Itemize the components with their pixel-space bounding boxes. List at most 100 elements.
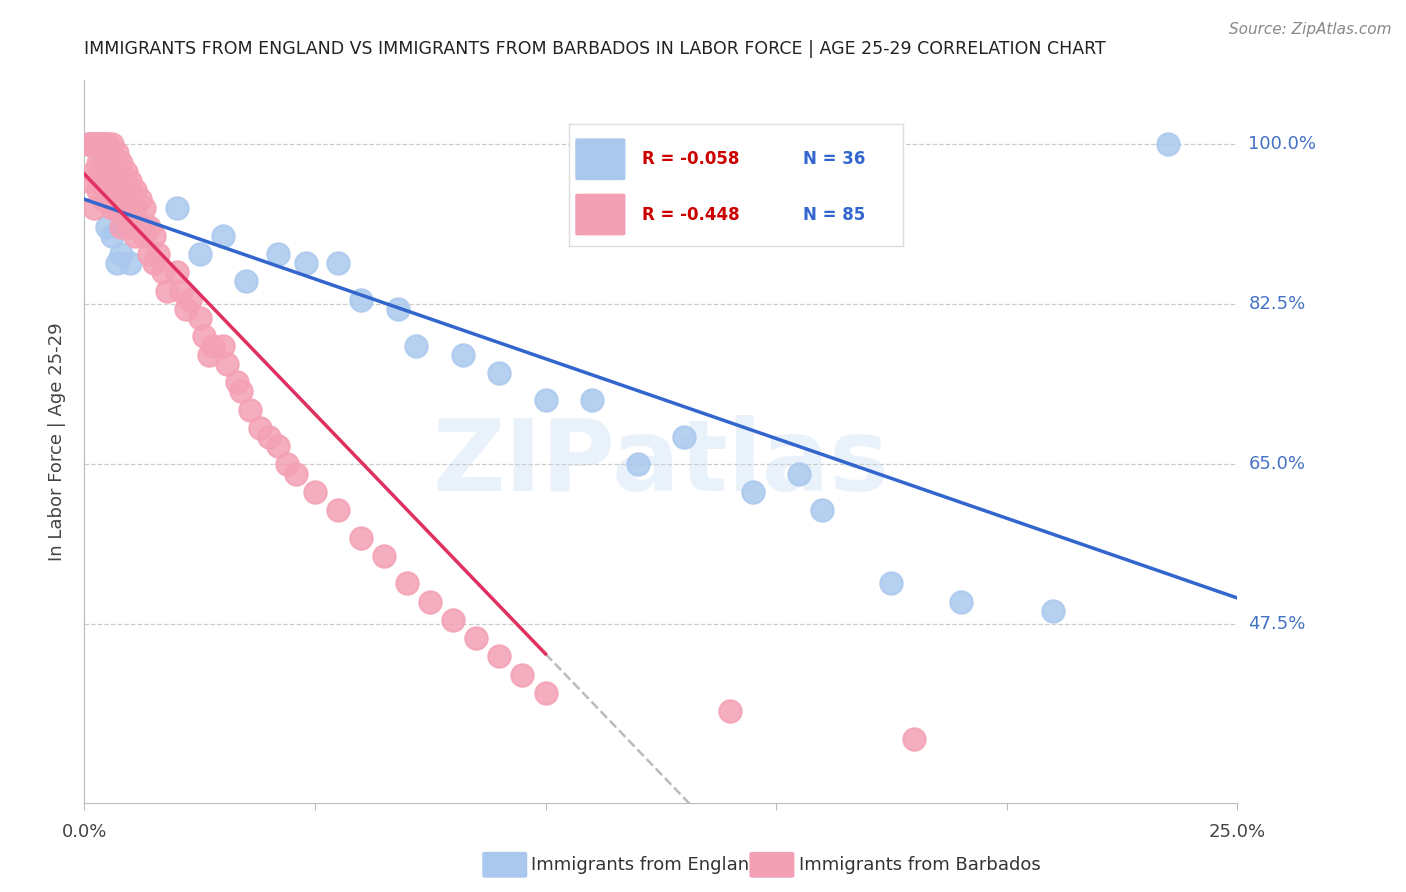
Point <box>96 137 118 152</box>
Point <box>202 338 225 352</box>
Point <box>225 375 247 389</box>
Point <box>101 228 124 243</box>
Y-axis label: In Labor Force | Age 25-29: In Labor Force | Age 25-29 <box>48 322 66 561</box>
Point <box>787 467 810 481</box>
Point <box>146 247 169 261</box>
Point <box>267 439 290 453</box>
Point <box>257 430 280 444</box>
Point <box>91 155 114 169</box>
Point <box>441 613 464 627</box>
Point <box>405 338 427 352</box>
Point <box>96 155 118 169</box>
Point <box>156 284 179 298</box>
Point <box>124 202 146 216</box>
Point <box>134 219 156 234</box>
Point <box>120 256 142 270</box>
Point <box>235 275 257 289</box>
Text: 47.5%: 47.5% <box>1249 615 1306 633</box>
Point <box>115 183 138 197</box>
Point <box>373 549 395 563</box>
Point <box>105 202 128 216</box>
Point <box>83 137 105 152</box>
Point <box>110 202 132 216</box>
Point <box>110 219 132 234</box>
Point <box>87 137 110 152</box>
Text: 65.0%: 65.0% <box>1249 456 1305 474</box>
Point <box>174 301 197 316</box>
Text: 82.5%: 82.5% <box>1249 295 1306 313</box>
Point <box>142 256 165 270</box>
Point <box>534 393 557 408</box>
Point <box>87 137 110 152</box>
Text: Immigrants from England: Immigrants from England <box>531 856 761 874</box>
Point <box>120 219 142 234</box>
Point <box>672 430 695 444</box>
Point <box>1157 137 1180 152</box>
Point <box>91 137 114 152</box>
Point <box>101 183 124 197</box>
Point <box>83 165 105 179</box>
Point <box>193 329 215 343</box>
Point <box>124 183 146 197</box>
Point <box>326 256 349 270</box>
Point <box>718 704 741 718</box>
Point <box>87 137 110 152</box>
Point <box>396 576 419 591</box>
Point <box>83 202 105 216</box>
Point <box>166 265 188 279</box>
Point <box>211 338 233 352</box>
Point <box>488 366 510 380</box>
Point <box>142 228 165 243</box>
Point <box>77 174 100 188</box>
Point <box>96 137 118 152</box>
Point <box>128 219 150 234</box>
Point <box>87 137 110 152</box>
Point <box>96 165 118 179</box>
Point <box>811 503 834 517</box>
Point <box>110 155 132 169</box>
Point <box>91 137 114 152</box>
Text: 0.0%: 0.0% <box>62 823 107 841</box>
Point <box>465 631 488 645</box>
Point <box>83 137 105 152</box>
Point <box>77 137 100 152</box>
Point <box>451 348 474 362</box>
Point <box>115 211 138 225</box>
Point <box>105 256 128 270</box>
Text: Source: ZipAtlas.com: Source: ZipAtlas.com <box>1229 22 1392 37</box>
Point <box>101 146 124 161</box>
Point <box>77 137 100 152</box>
Point <box>96 183 118 197</box>
Point <box>134 202 156 216</box>
Point <box>120 192 142 206</box>
Point <box>198 348 221 362</box>
Point <box>170 284 193 298</box>
Point <box>87 183 110 197</box>
Point <box>134 228 156 243</box>
Point <box>249 421 271 435</box>
Point <box>211 228 233 243</box>
Point <box>294 256 316 270</box>
Point <box>217 357 239 371</box>
Point <box>105 146 128 161</box>
Point <box>115 165 138 179</box>
Point <box>110 247 132 261</box>
Point <box>77 137 100 152</box>
Point <box>120 174 142 188</box>
Point <box>949 594 972 608</box>
Point <box>231 384 253 399</box>
Point <box>188 311 211 326</box>
Point <box>350 293 373 307</box>
Point <box>91 174 114 188</box>
Point <box>581 393 603 408</box>
Point <box>239 402 262 417</box>
Point <box>138 219 160 234</box>
Point <box>512 667 534 681</box>
Point <box>285 467 308 481</box>
Point <box>96 219 118 234</box>
Point <box>179 293 201 307</box>
Text: IMMIGRANTS FROM ENGLAND VS IMMIGRANTS FROM BARBADOS IN LABOR FORCE | AGE 25-29 C: IMMIGRANTS FROM ENGLAND VS IMMIGRANTS FR… <box>84 40 1107 58</box>
Point <box>101 202 124 216</box>
Point <box>188 247 211 261</box>
Point <box>276 458 298 472</box>
